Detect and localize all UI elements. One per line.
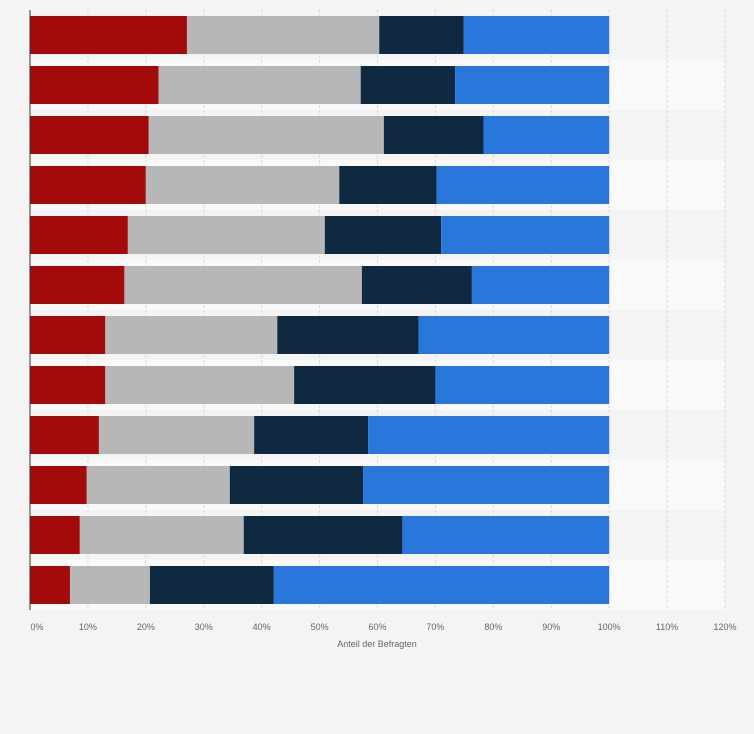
x-tick-label: 0% [30, 622, 43, 632]
x-tick-label: 100% [598, 622, 621, 632]
bar-segment[interactable] [368, 416, 610, 454]
bar-segment[interactable] [402, 516, 610, 554]
bar-segment[interactable] [435, 366, 610, 404]
bar-segment[interactable] [69, 566, 150, 604]
x-tick-label: 50% [311, 622, 329, 632]
bar-segment[interactable] [86, 466, 230, 504]
bar-segment[interactable] [30, 566, 70, 604]
bar-segment[interactable] [186, 16, 380, 54]
x-axis: 0% 10% 20% 30% 40% 50% 60% 70% 80% 90% 100% 110% 120… [29, 10, 737, 632]
bar-segment[interactable] [441, 216, 610, 254]
x-tick-label: 120% [713, 622, 736, 632]
x-tick-label: 40% [253, 622, 271, 632]
bar-segment[interactable] [360, 66, 456, 104]
bar-segment[interactable] [483, 116, 610, 154]
bar-segment[interactable] [455, 66, 610, 104]
bar-segment[interactable] [418, 316, 610, 354]
x-tick-label: 20% [137, 622, 155, 632]
bar-segment[interactable] [30, 116, 149, 154]
bar-segment[interactable] [363, 466, 610, 504]
bar-segment[interactable] [379, 16, 464, 54]
bar-segment[interactable] [30, 216, 128, 254]
bar-segment[interactable] [254, 416, 369, 454]
bars [30, 16, 610, 604]
bar-segment[interactable] [436, 166, 610, 204]
x-tick-label: 60% [368, 622, 386, 632]
x-tick-label: 80% [484, 622, 502, 632]
bar-segment[interactable] [105, 366, 295, 404]
bar-segment[interactable] [229, 466, 364, 504]
bar-segment[interactable] [471, 266, 610, 304]
bar-segment[interactable] [273, 566, 610, 604]
bar-segment[interactable] [149, 566, 274, 604]
bar-segment[interactable] [30, 166, 146, 204]
bar-segment[interactable] [148, 116, 384, 154]
x-tick-label: 30% [195, 622, 213, 632]
bar-segment[interactable] [30, 66, 159, 104]
bar-segment[interactable] [30, 416, 99, 454]
bar-segment[interactable] [30, 366, 106, 404]
bar-segment[interactable] [277, 316, 419, 354]
bar-segment[interactable] [243, 516, 403, 554]
bar-segment[interactable] [30, 466, 87, 504]
x-tick-label: 10% [79, 622, 97, 632]
bar-segment[interactable] [30, 316, 106, 354]
bar-segment[interactable] [324, 216, 442, 254]
bar-segment[interactable] [127, 216, 325, 254]
bar-segment[interactable] [30, 266, 125, 304]
bar-segment[interactable] [30, 16, 187, 54]
x-axis-label: Anteil der Befragten [337, 639, 417, 649]
x-tick-label: 90% [542, 622, 560, 632]
bar-segment[interactable] [339, 166, 437, 204]
bar-segment[interactable] [383, 116, 484, 154]
bar-segment[interactable] [361, 266, 472, 304]
gridlines [87, 10, 726, 610]
bar-segment[interactable] [124, 266, 362, 304]
bar-segment[interactable] [98, 416, 255, 454]
bar-segment[interactable] [30, 516, 80, 554]
x-tick-label: 110% [656, 622, 678, 632]
bar-segment[interactable] [145, 166, 340, 204]
bar-segment[interactable] [105, 316, 278, 354]
bar-segment[interactable] [294, 366, 436, 404]
bar-segment[interactable] [463, 16, 610, 54]
bar-segment[interactable] [158, 66, 361, 104]
x-tick-label: 70% [426, 622, 444, 632]
bar-segment[interactable] [79, 516, 244, 554]
